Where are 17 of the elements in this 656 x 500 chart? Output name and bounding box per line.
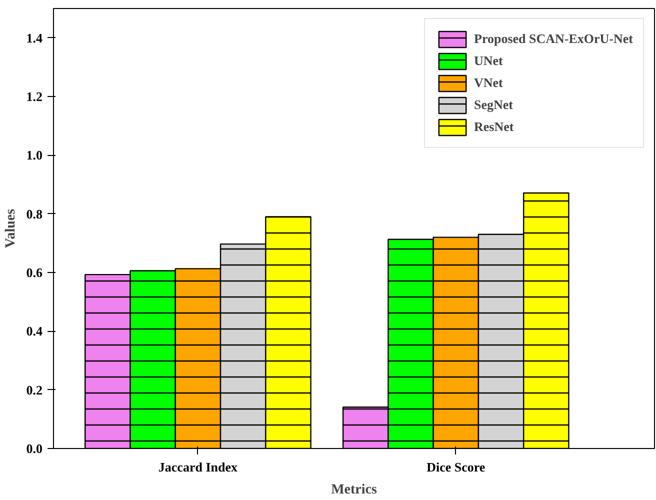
y-tick-label: 1.4 <box>26 30 43 46</box>
legend-label: UNet <box>474 53 503 69</box>
legend-label: VNet <box>474 75 503 91</box>
y-tick-label: 1.2 <box>26 89 42 104</box>
y-tick-label: 1.0 <box>26 148 42 163</box>
legend-label: ResNet <box>474 119 514 135</box>
legend-label: SegNet <box>474 97 513 113</box>
y-tick-label: 0.2 <box>26 382 42 398</box>
y-axis-title: Values <box>3 208 18 248</box>
y-tick-label: 0.4 <box>26 324 43 339</box>
legend-label: Proposed SCAN-ExOrU-Net <box>474 31 633 47</box>
x-tick-label: Dice Score <box>426 460 486 474</box>
y-tick-label: 0.8 <box>26 206 43 222</box>
y-tick-label: 0.0 <box>26 441 42 456</box>
y-tick-label: 0.6 <box>26 265 43 280</box>
x-tick-label: Jaccard Index <box>158 460 238 474</box>
x-axis-title: Metrics <box>331 482 378 498</box>
